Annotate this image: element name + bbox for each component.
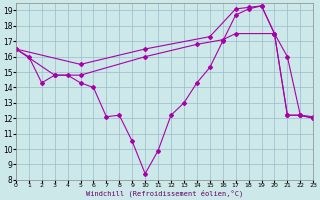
X-axis label: Windchill (Refroidissement éolien,°C): Windchill (Refroidissement éolien,°C) [86, 190, 243, 197]
